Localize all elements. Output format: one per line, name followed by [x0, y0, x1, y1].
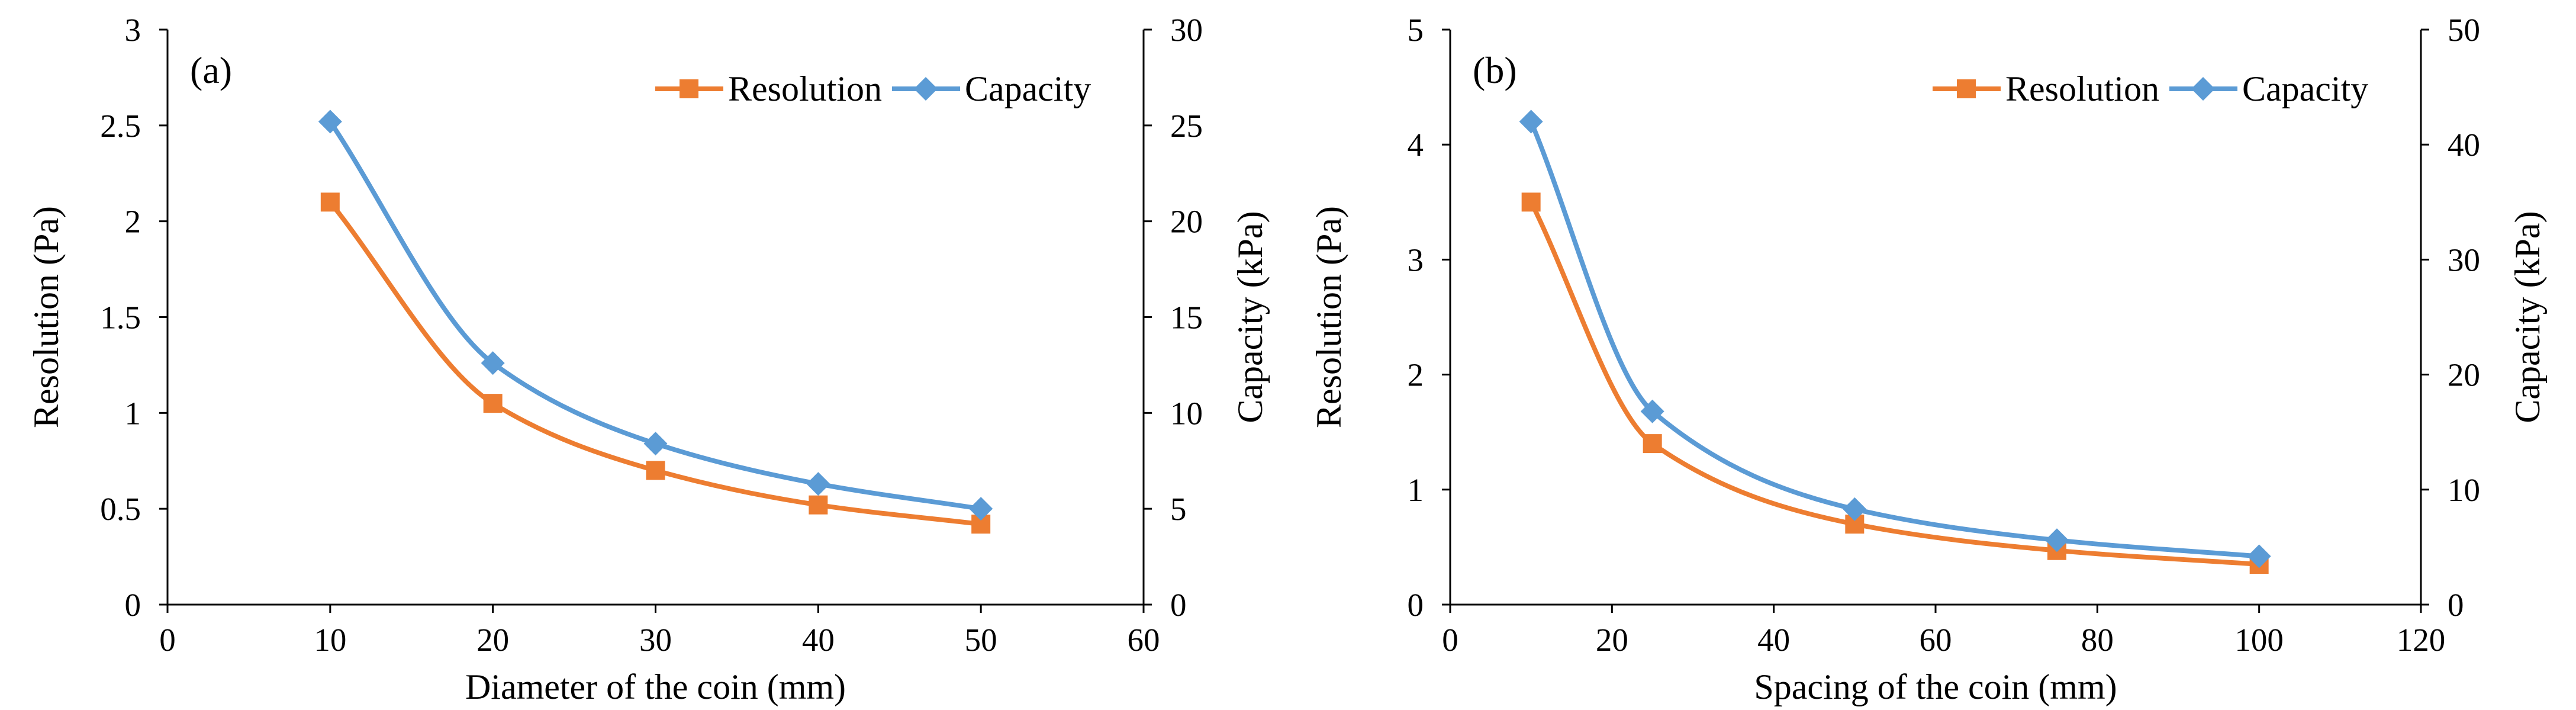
series-line-capacity: [327, 119, 984, 512]
x-tick-label: 120: [2397, 622, 2446, 658]
y-tick-label-right: 50: [2448, 12, 2480, 48]
y-tick-label-right: 5: [1170, 491, 1187, 527]
data-point-capacity: [2045, 528, 2069, 552]
x-tick-label: 80: [2081, 622, 2114, 658]
data-point-capacity: [1640, 399, 1664, 423]
data-point-capacity: [806, 472, 830, 496]
y-tick-label-left: 2: [125, 204, 141, 240]
chart-panel-a: 0 10 20 30 40 50 6000.511.522.53051015202530Di…: [27, 12, 1270, 706]
y-tick-label-left: 2: [1408, 357, 1424, 393]
series-line-resolution: [1528, 200, 2262, 567]
y-tick-label-right: 0: [2448, 587, 2464, 623]
y-tick-label-right: 20: [1170, 204, 1203, 240]
x-tick-label: 0: [1442, 622, 1458, 658]
x-tick-label: 60: [1128, 622, 1160, 658]
y-axis-title-left: Resolution (Pa): [1309, 206, 1348, 428]
x-tick-label: 50: [965, 622, 997, 658]
legend-marker-capacity: [2191, 77, 2215, 101]
legend-marker-resolution: [1957, 79, 1976, 98]
data-point-resolution: [809, 495, 828, 515]
x-tick-label: 100: [2234, 622, 2284, 658]
y-tick-label-left: 1.5: [100, 300, 141, 336]
y-tick-label-right: 10: [1170, 395, 1203, 431]
data-point-capacity: [481, 351, 505, 375]
legend-label-capacity: Capacity: [2242, 69, 2368, 108]
data-point-resolution: [483, 394, 503, 413]
data-point-capacity: [1519, 110, 1543, 134]
data-point-capacity: [643, 432, 668, 456]
y-tick-label-left: 1: [1408, 472, 1424, 508]
y-tick-label-left: 3: [1408, 242, 1424, 278]
y-tick-label-left: 1: [125, 395, 141, 431]
panel-label: (a): [190, 49, 232, 91]
y-tick-label-right: 15: [1170, 300, 1203, 336]
series-line-resolution: [327, 200, 984, 527]
y-tick-label-left: 4: [1408, 127, 1424, 163]
y-tick-label-right: 10: [2448, 472, 2480, 508]
data-point-resolution: [646, 461, 665, 480]
legend-label-capacity: Capacity: [965, 69, 1091, 108]
y-tick-label-right: 30: [2448, 242, 2480, 278]
legend-marker-resolution: [680, 79, 698, 98]
data-point-capacity: [318, 110, 342, 134]
y-tick-label-right: 0: [1170, 587, 1187, 623]
y-axis-title-right: Capacity (kPa): [2508, 211, 2547, 423]
y-tick-label-right: 20: [2448, 357, 2480, 393]
chart-panel-b: 0 20 40 60 80 100 12001234501020304050Spacing …: [1309, 12, 2547, 706]
y-tick-label-left: 2.5: [100, 108, 141, 144]
legend-label-resolution: Resolution: [728, 69, 882, 108]
y-tick-label-left: 3: [125, 12, 141, 48]
y-tick-label-left: 0: [125, 587, 141, 623]
data-point-resolution: [320, 192, 340, 212]
axis-frame: [1449, 30, 2422, 606]
x-tick-label: 30: [639, 622, 672, 658]
series-line-capacity: [1528, 119, 2262, 559]
y-tick-label-right: 25: [1170, 108, 1203, 144]
y-axis-title-left: Resolution (Pa): [27, 206, 66, 428]
y-tick-label-right: 30: [1170, 12, 1203, 48]
x-tick-label: 10: [314, 622, 346, 658]
x-tick-label: 0: [159, 622, 176, 658]
axis-frame: [166, 30, 1145, 606]
data-point-capacity: [2247, 544, 2271, 568]
panel-label: (b): [1473, 49, 1517, 91]
x-tick-label: 20: [476, 622, 509, 658]
y-tick-label-left: 5: [1408, 12, 1424, 48]
data-point-resolution: [1521, 192, 1541, 212]
x-tick-label: 40: [1757, 622, 1790, 658]
y-tick-label-right: 40: [2448, 127, 2480, 163]
x-axis-title: Diameter of the coin (mm): [465, 667, 846, 706]
x-tick-label: 60: [1920, 622, 1952, 658]
y-tick-label-left: 0: [1408, 587, 1424, 623]
data-point-resolution: [1643, 434, 1662, 454]
y-axis-title-right: Capacity (kPa): [1231, 211, 1270, 423]
x-tick-label: 40: [802, 622, 835, 658]
legend-marker-capacity: [914, 77, 938, 101]
x-axis-title: Spacing of the coin (mm): [1754, 667, 2117, 706]
data-point-capacity: [969, 497, 993, 521]
x-tick-label: 20: [1596, 622, 1628, 658]
y-tick-label-left: 0.5: [100, 491, 141, 527]
data-point-capacity: [1843, 497, 1867, 521]
legend-label-resolution: Resolution: [2005, 69, 2159, 108]
